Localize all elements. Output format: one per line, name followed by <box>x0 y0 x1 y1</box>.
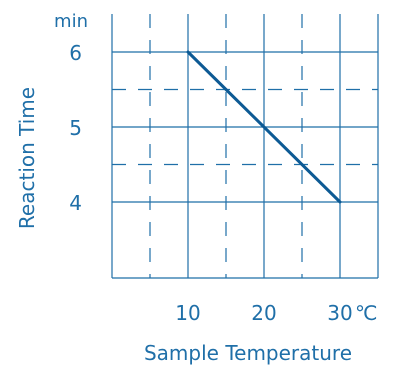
y-axis-title: Reaction Time <box>15 87 39 229</box>
series-layer <box>186 50 342 204</box>
x-tick-label-30: 30 <box>327 301 352 325</box>
tick-labels: 4 5 6 10 20 30 <box>69 41 352 325</box>
x-tick-label-10: 10 <box>175 301 200 325</box>
y-tick-label-5: 5 <box>69 116 82 140</box>
series-line-0 <box>186 50 342 204</box>
y-tick-label-6: 6 <box>69 41 82 65</box>
y-unit-label: min <box>54 11 88 32</box>
x-axis-title: Sample Temperature <box>144 341 352 365</box>
x-unit-label: ℃ <box>355 301 377 325</box>
x-tick-label-20: 20 <box>251 301 276 325</box>
grid <box>111 14 379 279</box>
y-tick-label-4: 4 <box>69 191 82 215</box>
